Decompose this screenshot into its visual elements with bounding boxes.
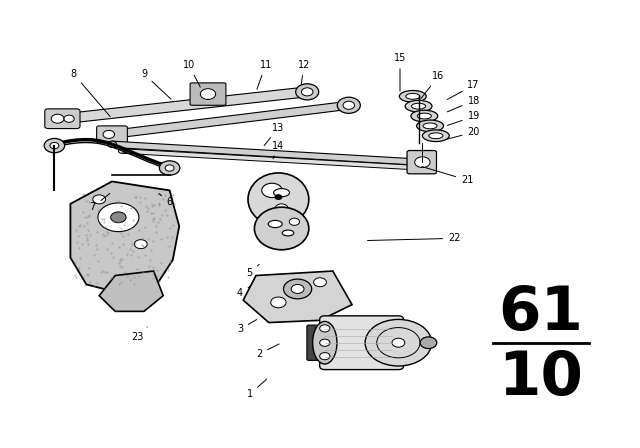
Text: 6: 6 — [159, 194, 173, 207]
Circle shape — [271, 297, 286, 308]
Ellipse shape — [405, 100, 432, 112]
Text: 22: 22 — [367, 233, 461, 243]
Circle shape — [415, 159, 424, 165]
Circle shape — [98, 203, 139, 232]
Circle shape — [165, 165, 174, 171]
Text: 12: 12 — [298, 60, 310, 85]
Polygon shape — [99, 271, 163, 311]
Polygon shape — [111, 141, 420, 165]
Text: 21: 21 — [422, 167, 474, 185]
Text: 9: 9 — [141, 69, 171, 99]
Text: 10: 10 — [499, 349, 583, 408]
Circle shape — [103, 130, 115, 138]
Text: 18: 18 — [447, 96, 480, 112]
Circle shape — [343, 101, 355, 109]
Text: 10: 10 — [182, 60, 200, 87]
Text: 23: 23 — [131, 327, 147, 342]
Circle shape — [134, 240, 147, 249]
Circle shape — [262, 183, 282, 198]
FancyBboxPatch shape — [45, 109, 80, 129]
Ellipse shape — [417, 120, 444, 132]
Circle shape — [111, 212, 126, 223]
Circle shape — [419, 166, 426, 170]
Text: 14: 14 — [272, 141, 285, 159]
FancyBboxPatch shape — [319, 316, 404, 370]
FancyBboxPatch shape — [407, 151, 436, 174]
Ellipse shape — [417, 113, 431, 119]
Circle shape — [301, 88, 313, 96]
Ellipse shape — [412, 103, 426, 109]
Ellipse shape — [406, 93, 420, 99]
Text: 7: 7 — [90, 194, 110, 212]
Ellipse shape — [422, 130, 449, 142]
Ellipse shape — [429, 133, 443, 138]
Circle shape — [108, 141, 116, 147]
Ellipse shape — [274, 189, 290, 197]
Circle shape — [93, 195, 106, 204]
Polygon shape — [122, 149, 422, 170]
Circle shape — [57, 114, 71, 124]
Circle shape — [314, 278, 326, 287]
FancyBboxPatch shape — [97, 126, 127, 143]
Circle shape — [296, 84, 319, 100]
Ellipse shape — [312, 322, 337, 364]
FancyBboxPatch shape — [190, 83, 226, 105]
Circle shape — [106, 130, 118, 138]
Polygon shape — [243, 271, 352, 323]
Ellipse shape — [248, 173, 308, 226]
Circle shape — [319, 339, 330, 346]
Circle shape — [392, 338, 404, 347]
Circle shape — [343, 101, 355, 109]
Circle shape — [118, 149, 125, 153]
Circle shape — [319, 325, 330, 332]
Text: 11: 11 — [257, 60, 272, 89]
Circle shape — [275, 195, 282, 199]
FancyBboxPatch shape — [307, 325, 330, 360]
Circle shape — [284, 279, 312, 299]
Circle shape — [415, 157, 430, 168]
Text: 2: 2 — [256, 344, 279, 359]
Circle shape — [420, 337, 437, 349]
Ellipse shape — [282, 230, 294, 236]
Polygon shape — [70, 181, 179, 293]
Circle shape — [365, 319, 431, 366]
Circle shape — [289, 218, 300, 225]
Text: 13: 13 — [264, 123, 285, 146]
Ellipse shape — [411, 110, 438, 122]
Text: 61: 61 — [499, 284, 583, 343]
Ellipse shape — [399, 90, 426, 102]
Ellipse shape — [268, 220, 282, 228]
Circle shape — [64, 115, 74, 122]
Text: 17: 17 — [447, 80, 480, 99]
Polygon shape — [111, 101, 350, 138]
Circle shape — [44, 138, 65, 153]
Ellipse shape — [423, 123, 437, 129]
Text: 1: 1 — [246, 379, 267, 399]
Circle shape — [337, 97, 360, 113]
Ellipse shape — [255, 207, 309, 250]
Circle shape — [319, 353, 330, 360]
Circle shape — [300, 87, 314, 97]
Text: 19: 19 — [447, 112, 480, 125]
Text: 4: 4 — [237, 286, 250, 298]
Circle shape — [159, 161, 180, 175]
Text: 16: 16 — [421, 71, 445, 99]
Circle shape — [51, 114, 64, 123]
Text: 3: 3 — [237, 319, 257, 334]
Polygon shape — [63, 87, 308, 124]
Text: 8: 8 — [70, 69, 110, 116]
Circle shape — [50, 142, 59, 149]
Circle shape — [275, 204, 288, 213]
Circle shape — [291, 284, 304, 293]
Text: 20: 20 — [447, 127, 480, 139]
Text: 5: 5 — [246, 264, 259, 278]
Text: 15: 15 — [394, 53, 406, 91]
Circle shape — [200, 89, 216, 99]
